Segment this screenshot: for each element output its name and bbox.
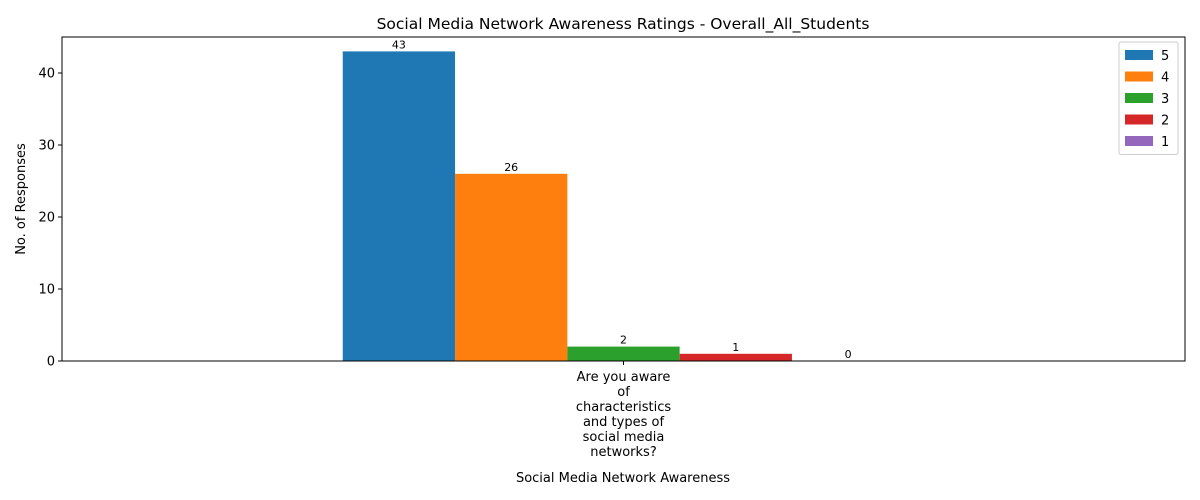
bar-rating-3 xyxy=(567,346,680,361)
legend-swatch-3 xyxy=(1125,93,1153,103)
y-tick-label: 10 xyxy=(38,283,55,298)
x-axis-label: Social Media Network Awareness xyxy=(516,471,730,486)
y-tick-label: 30 xyxy=(38,139,55,154)
bar-rating-4 xyxy=(455,173,568,361)
legend-swatch-1 xyxy=(1125,136,1153,146)
bar-rating-5 xyxy=(342,51,456,362)
chart-title: Social Media Network Awareness Ratings -… xyxy=(377,15,870,34)
y-tick-label: 40 xyxy=(38,67,55,82)
data-label-rating-5: 43 xyxy=(392,38,406,51)
legend: 5 4 3 2 1 xyxy=(1118,41,1179,155)
y-axis: 0 10 20 30 40 xyxy=(38,67,62,370)
legend-label-3: 3 xyxy=(1161,92,1169,107)
legend-swatch-4 xyxy=(1125,71,1153,82)
legend-label-5: 5 xyxy=(1161,49,1169,64)
x-axis: Are you aware of characteristics and types … xyxy=(576,361,671,460)
data-label-rating-3: 2 xyxy=(620,334,627,347)
data-labels-group: 43 26 2 1 0 xyxy=(392,38,852,361)
data-label-rating-4: 26 xyxy=(504,161,518,174)
legend-label-2: 2 xyxy=(1161,114,1169,129)
y-axis-label: No. of Responses xyxy=(14,143,29,255)
data-label-rating-1: 0 xyxy=(845,348,852,361)
bar-rating-2 xyxy=(679,353,792,361)
legend-swatch-5 xyxy=(1125,50,1153,60)
y-tick-label: 20 xyxy=(38,211,55,226)
data-label-rating-2: 1 xyxy=(732,341,739,354)
legend-label-4: 4 xyxy=(1161,71,1169,86)
x-category-label: Are you aware of characteristics and types … xyxy=(576,370,671,460)
legend-swatch-2 xyxy=(1125,114,1153,125)
y-tick-label: 0 xyxy=(47,355,55,370)
plot-frame xyxy=(61,36,1186,362)
legend-label-1: 1 xyxy=(1161,135,1169,150)
bars-group xyxy=(342,51,792,362)
